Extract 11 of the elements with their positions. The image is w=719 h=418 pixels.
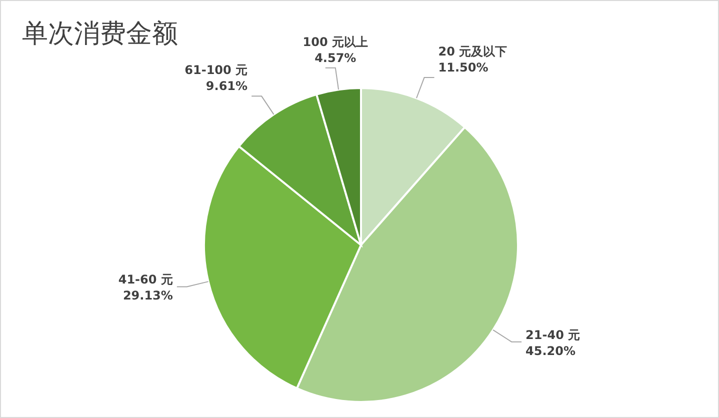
slice-label: 61-100 元 (184, 63, 248, 78)
data-label: 4.57% (314, 50, 356, 65)
data-label: 45.20% (526, 344, 576, 358)
data-label: 9.61% (206, 79, 248, 94)
slice-label: 100 元以上 (302, 34, 368, 49)
slice-label: 20 元及以下 (438, 44, 508, 59)
chart-title: 单次消费金额 (22, 19, 178, 49)
data-label: 29.13% (122, 288, 173, 303)
slice-label: 41-60 元 (118, 272, 173, 287)
data-label: 11.50% (438, 60, 488, 75)
slice-label: 21-40 元 (526, 328, 580, 342)
